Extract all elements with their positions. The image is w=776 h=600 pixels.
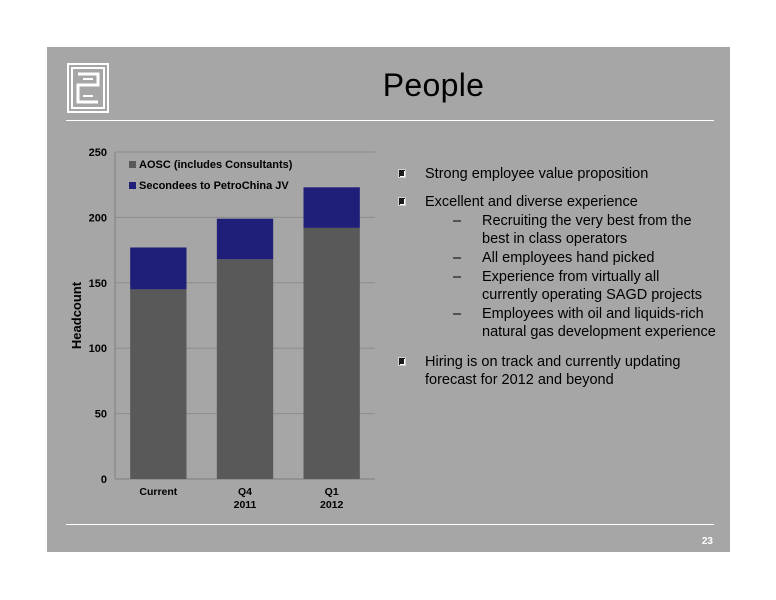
bar-segment <box>303 227 360 479</box>
dash-marker: – <box>453 269 462 285</box>
bullet-item: Hiring is on track and currently updatin… <box>397 353 717 389</box>
sub-bullet-text: Experience from virtually all currently … <box>482 269 703 303</box>
slide: People 0 50 100 150 200 250 Headcount Current Q4… <box>47 47 730 552</box>
title-divider <box>66 120 714 121</box>
bar-segment <box>216 259 274 479</box>
dash-marker: – <box>453 306 462 322</box>
y-tick-label: 50 <box>95 409 107 421</box>
bullet-text: Strong employee value proposition <box>425 166 649 182</box>
dash-marker: – <box>453 250 462 266</box>
bar-segment <box>216 218 274 260</box>
bullet-list: Strong employee value proposition Excelle… <box>397 165 717 399</box>
y-axis-label: Headcount <box>69 281 84 349</box>
sub-bullet-text: Recruiting the very best from the best i… <box>482 213 692 247</box>
bar-segment <box>130 289 187 479</box>
sub-bullet-item: – Employees with oil and liquids-rich nat… <box>425 305 717 341</box>
bullet-item: Strong employee value proposition <box>397 165 717 183</box>
y-tick-label: 150 <box>89 278 107 290</box>
checkbox-bullet-icon <box>398 169 406 178</box>
bullet-text: Excellent and diverse experience <box>425 194 638 210</box>
x-tick-label: Q1 <box>325 486 339 498</box>
footer-divider <box>66 524 714 525</box>
checkbox-bullet-icon <box>398 357 406 366</box>
legend-swatch <box>129 161 136 168</box>
sub-bullet-item: – Experience from virtually all currently… <box>425 268 717 304</box>
bullet-item: Excellent and diverse experience – Recruit… <box>397 193 717 341</box>
y-tick-label: 200 <box>89 212 107 224</box>
company-logo-icon <box>67 63 109 113</box>
page-title: People <box>382 67 485 103</box>
checkbox-bullet-icon <box>398 197 406 206</box>
y-tick-label: 250 <box>89 147 107 159</box>
legend-label: AOSC (includes Consultants) <box>139 159 293 171</box>
page-number: 23 <box>701 536 713 547</box>
sub-bullet-text: Employees with oil and liquids-rich natu… <box>482 306 716 340</box>
sub-bullet-item: – Recruiting the very best from the best … <box>425 212 717 248</box>
bullet-text: Hiring is on track and currently updatin… <box>425 354 681 388</box>
sub-bullet-item: – All employees hand picked <box>425 249 717 267</box>
bar-segment <box>303 187 360 228</box>
dash-marker: – <box>453 213 462 229</box>
y-tick-label: 100 <box>89 343 107 355</box>
legend-label: Secondees to PetroChina JV <box>139 180 289 192</box>
x-tick-label: Current <box>139 486 177 498</box>
sub-bullet-text: All employees hand picked <box>482 250 655 266</box>
x-tick-label: 2011 <box>234 499 257 511</box>
legend-swatch <box>129 182 136 189</box>
x-tick-label: Q4 <box>238 486 252 498</box>
x-tick-label: 2012 <box>320 499 344 511</box>
bar-segment <box>130 247 187 290</box>
y-tick-label: 0 <box>101 474 107 486</box>
